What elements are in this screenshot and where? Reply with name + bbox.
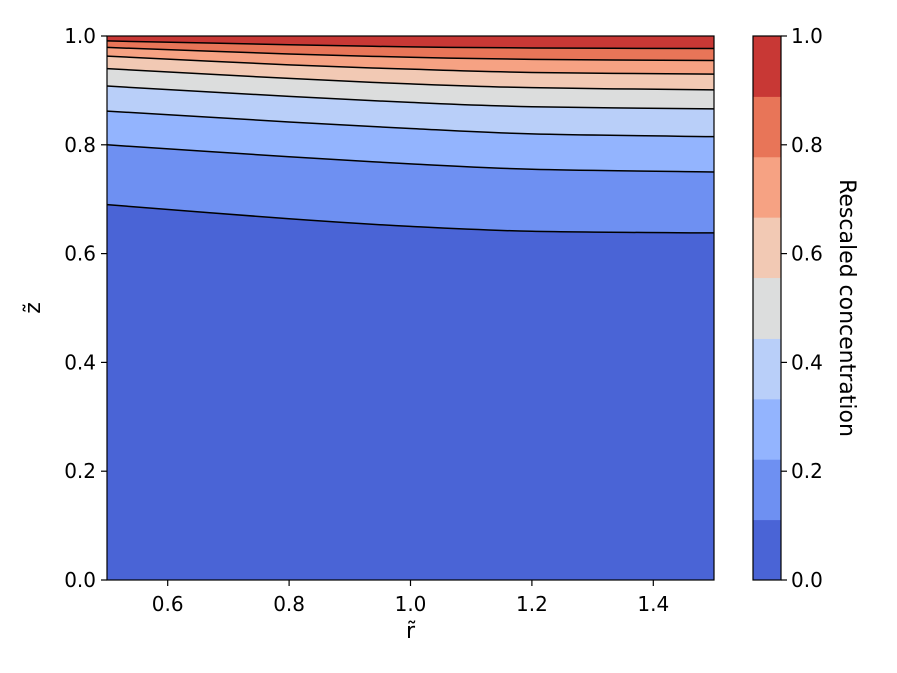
colorbar-axis: 0.0 0.2 0.4 0.6 0.8 1.0 <box>781 24 823 592</box>
x-tick-label: 1.4 <box>637 592 669 616</box>
colorbar-tick-label: 0.0 <box>791 568 823 592</box>
x-tick-label: 0.8 <box>273 592 305 616</box>
colorbar-tick-label: 0.4 <box>791 350 823 374</box>
contour-line <box>106 67 715 91</box>
colorbar-frame <box>752 35 782 581</box>
colorbar-tick-label: 0.2 <box>791 459 823 483</box>
colorbar-band <box>753 156 781 218</box>
colorbar-band <box>753 398 781 460</box>
x-axis: 0.6 0.8 1.0 1.2 1.4 <box>152 580 669 616</box>
colorbar-tick-label: 1.0 <box>791 24 823 48</box>
y-tick-label: 0.4 <box>64 350 96 374</box>
contour-line <box>106 203 715 234</box>
colorbar <box>753 36 781 581</box>
colorbar-band <box>753 277 781 339</box>
colorbar-tick-label: 0.6 <box>791 242 823 266</box>
y-axis-label: z̃ <box>21 302 46 314</box>
colorbar-band <box>753 217 781 279</box>
y-tick-label: 0.8 <box>64 133 96 157</box>
contour-band <box>106 204 715 581</box>
x-tick-label: 1.0 <box>395 592 427 616</box>
y-tick-label: 0.0 <box>64 568 96 592</box>
colorbar-band <box>753 36 781 97</box>
colorbar-tick-label: 0.8 <box>791 133 823 157</box>
contour-line <box>106 46 715 62</box>
contour-bands <box>106 35 715 581</box>
y-tick-label: 1.0 <box>64 24 96 48</box>
contour-line <box>106 144 715 173</box>
x-axis-label: r̃ <box>406 619 416 644</box>
contour-line <box>106 110 715 138</box>
colorbar-label: Rescaled concentration <box>834 179 859 437</box>
x-tick-label: 0.6 <box>152 592 184 616</box>
colorbar-band <box>753 338 781 400</box>
y-axis: 0.0 0.2 0.4 0.6 0.8 1.0 <box>64 24 107 592</box>
contour-line <box>106 55 715 75</box>
contour-line <box>106 40 715 50</box>
colorbar-band <box>753 459 781 521</box>
colorbar-band <box>753 519 781 581</box>
contour-line <box>106 85 715 110</box>
y-tick-label: 0.6 <box>64 242 96 266</box>
x-tick-label: 1.2 <box>516 592 548 616</box>
contour-lines <box>106 40 715 234</box>
colorbar-band <box>753 96 781 158</box>
y-tick-label: 0.2 <box>64 459 96 483</box>
